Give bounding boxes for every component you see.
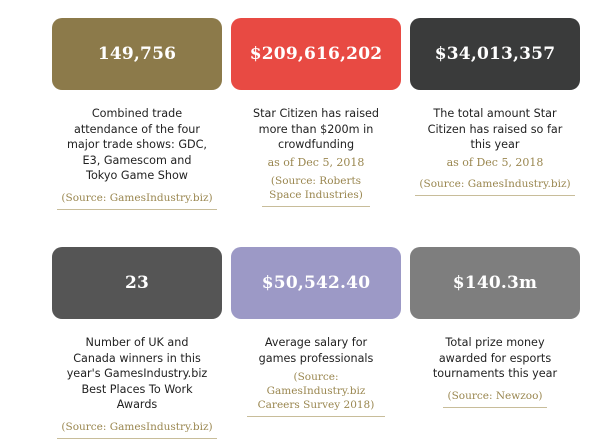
stat-description: Combined trade attendance of the four ma…: [67, 107, 207, 182]
stat-card-esports-prize: $140.3m Total prize money awarded for es…: [410, 247, 580, 408]
stat-card-star-citizen-total: $209,616,202 Star Citizen has raised mor…: [231, 18, 401, 207]
stat-source: (Source: GamesIndustry.biz): [57, 191, 217, 210]
stat-value-box: $140.3m: [410, 247, 580, 319]
stat-value-box: 149,756: [52, 18, 222, 90]
stat-date: as of Dec 5, 2018: [446, 155, 544, 169]
stat-description: Star Citizen has raised more than $200m …: [252, 107, 380, 151]
stat-card-average-salary: $50,542.40 Average salary for games prof…: [231, 247, 401, 417]
stat-source: (Source: GamesIndustry.biz): [415, 177, 575, 196]
stat-source: (Source: GamesIndustry.biz): [57, 420, 217, 439]
stat-description: Total prize money awarded for esports to…: [432, 336, 558, 380]
stat-card-star-citizen-year: $34,013,357 The total amount Star Citize…: [410, 18, 580, 196]
stat-value-box: $209,616,202: [231, 18, 401, 90]
stat-date: as of Dec 5, 2018: [267, 155, 365, 169]
stat-description: Number of UK and Canada winners in this …: [66, 336, 208, 411]
stat-card-trade-attendance: 149,756 Combined trade attendance of the…: [52, 18, 222, 210]
stat-card-uk-canada-winners: 23 Number of UK and Canada winners in th…: [52, 247, 222, 439]
stat-source: (Source: Newzoo): [443, 389, 547, 408]
stat-value-box: 23: [52, 247, 222, 319]
stat-description: The total amount Star Citizen has raised…: [427, 107, 563, 151]
stat-source: (Source: Roberts Space Industries): [262, 174, 370, 207]
stat-value-box: $50,542.40: [231, 247, 401, 319]
stat-source: (Source: GamesIndustry.biz Careers Surve…: [247, 370, 385, 417]
stat-value-box: $34,013,357: [410, 18, 580, 90]
stat-description: Average salary for games professionals: [258, 336, 374, 365]
